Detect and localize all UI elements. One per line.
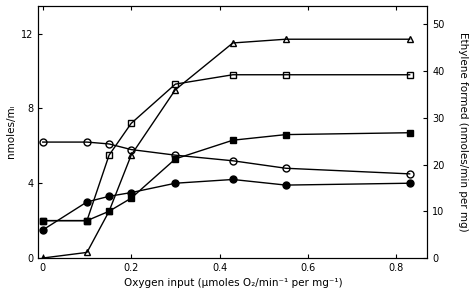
Y-axis label: nmoles/mₗ: nmoles/mₗ — [6, 105, 16, 158]
X-axis label: Oxygen input (μmoles O₂/min⁻¹ per mg⁻¹): Oxygen input (μmoles O₂/min⁻¹ per mg⁻¹) — [124, 278, 342, 288]
Y-axis label: Ethylene formed (nmoles/min per mg): Ethylene formed (nmoles/min per mg) — [458, 32, 468, 232]
